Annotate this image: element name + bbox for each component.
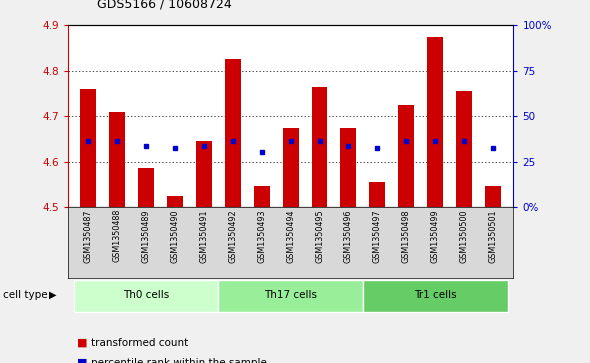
Bar — [80, 89, 96, 207]
Bar — [218, 280, 363, 312]
Text: GSM1350488: GSM1350488 — [113, 209, 122, 262]
Bar — [427, 37, 443, 207]
Text: GSM1350498: GSM1350498 — [402, 209, 411, 262]
Text: GSM1350492: GSM1350492 — [228, 209, 237, 263]
Bar — [138, 168, 154, 207]
Text: GSM1350499: GSM1350499 — [431, 209, 440, 263]
Text: GSM1350496: GSM1350496 — [344, 209, 353, 262]
Text: transformed count: transformed count — [91, 338, 189, 348]
Text: GSM1350497: GSM1350497 — [373, 209, 382, 263]
Bar — [225, 60, 241, 207]
Text: GSM1350493: GSM1350493 — [257, 209, 266, 262]
Bar — [363, 280, 507, 312]
Bar — [254, 187, 270, 207]
Bar — [369, 182, 385, 207]
Text: GSM1350489: GSM1350489 — [142, 209, 150, 262]
Text: GSM1350500: GSM1350500 — [460, 209, 468, 262]
Bar — [312, 87, 327, 207]
Text: cell type: cell type — [3, 290, 48, 300]
Text: ▶: ▶ — [49, 290, 57, 300]
Bar — [109, 112, 125, 207]
Text: GSM1350501: GSM1350501 — [489, 209, 497, 262]
Bar — [196, 141, 212, 207]
Text: GSM1350495: GSM1350495 — [315, 209, 324, 263]
Bar — [485, 187, 501, 207]
Text: GSM1350491: GSM1350491 — [199, 209, 208, 262]
Text: Th0 cells: Th0 cells — [123, 290, 169, 300]
Text: Th17 cells: Th17 cells — [264, 290, 317, 300]
Bar — [283, 127, 299, 207]
Text: GSM1350494: GSM1350494 — [286, 209, 295, 262]
Bar — [398, 105, 414, 207]
Text: GDS5166 / 10608724: GDS5166 / 10608724 — [97, 0, 232, 11]
Text: Tr1 cells: Tr1 cells — [414, 290, 457, 300]
Bar — [340, 127, 356, 207]
Bar — [74, 280, 218, 312]
Text: ■: ■ — [77, 358, 87, 363]
Text: ■: ■ — [77, 338, 87, 348]
Bar — [456, 91, 472, 207]
Text: GSM1350490: GSM1350490 — [171, 209, 179, 262]
Text: percentile rank within the sample: percentile rank within the sample — [91, 358, 267, 363]
Text: GSM1350487: GSM1350487 — [84, 209, 93, 262]
Bar — [167, 196, 183, 207]
